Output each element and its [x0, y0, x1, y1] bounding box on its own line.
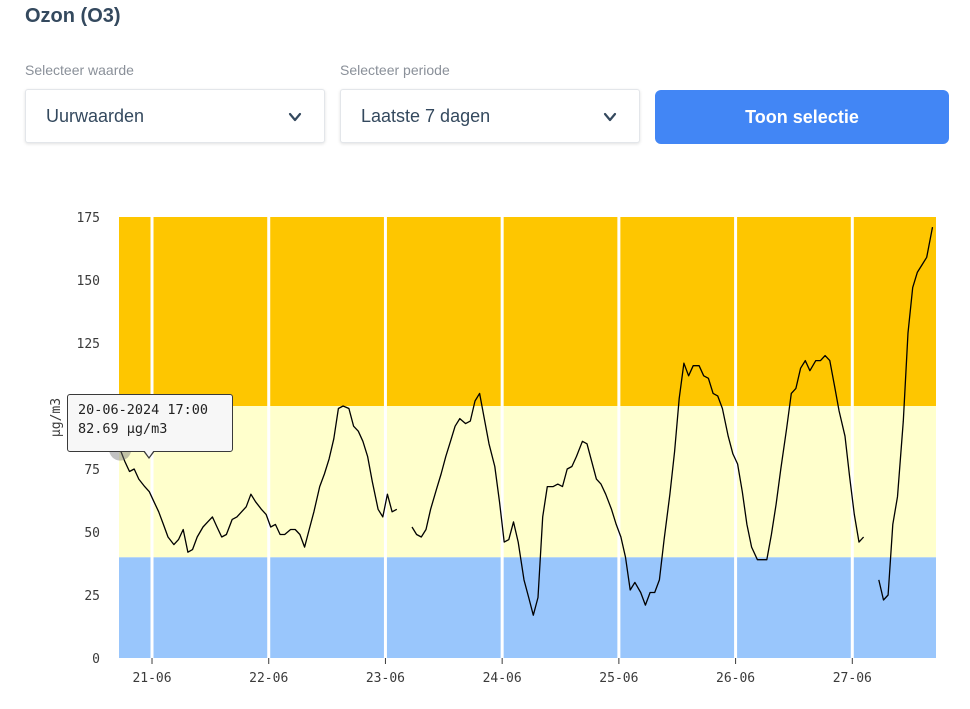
series-line-segment — [119, 405, 398, 553]
value-select[interactable]: Uurwaarden — [25, 89, 325, 143]
band-0 — [119, 557, 936, 658]
y-tick-label: 175 — [77, 211, 100, 226]
x-tick-label: 22-06 — [249, 671, 288, 686]
tooltip-value: 82.69 µg/m3 — [78, 421, 168, 437]
series-lines — [119, 226, 934, 616]
x-tick-label: 24-06 — [483, 671, 522, 686]
y-tick-label: 0 — [92, 652, 100, 667]
y-axis-label: µg/m3 — [49, 398, 64, 437]
value-select-label: Selecteer waarde — [25, 62, 134, 78]
value-select-current: Uurwaarden — [46, 106, 145, 126]
band-layer — [119, 217, 936, 658]
y-tick-label: 150 — [77, 274, 100, 289]
show-selection-button[interactable]: Toon selectie — [655, 90, 949, 144]
day-separators — [150, 217, 854, 658]
band-1 — [119, 406, 936, 558]
tooltip-datetime: 20-06-2024 17:00 — [78, 402, 209, 418]
page-title: Ozon (O3) — [25, 5, 121, 27]
x-tick-label: 21-06 — [132, 671, 171, 686]
ozone-line-chart: 0255075100125150175 21-0622-0623-0624-06… — [49, 211, 936, 686]
chevron-down-icon — [288, 112, 302, 122]
x-tick-label: 25-06 — [599, 671, 638, 686]
y-tick-label: 125 — [77, 337, 100, 352]
series-line-segment — [411, 354, 865, 616]
x-tick-label: 26-06 — [716, 671, 755, 686]
band-2 — [119, 217, 936, 406]
chevron-down-icon — [603, 112, 617, 122]
x-tick-label: 23-06 — [366, 671, 405, 686]
period-select[interactable]: Laatste 7 dagen — [340, 89, 640, 143]
x-tick-label: 27-06 — [833, 671, 872, 686]
y-tick-label: 75 — [84, 463, 100, 478]
series-line-segment — [878, 226, 934, 601]
period-select-current: Laatste 7 dagen — [361, 106, 491, 126]
tooltip-arrow-fill — [144, 450, 154, 457]
period-select-label: Selecteer periode — [340, 62, 450, 78]
x-axis-ticks: 21-06 22-06 23-06 24-06 25-06 26-06 27-06 — [132, 658, 872, 686]
y-tick-label: 50 — [84, 526, 100, 541]
chart-tooltip: 20-06-2024 17:00 82.69 µg/m3 — [67, 394, 233, 452]
y-tick-label: 25 — [84, 589, 100, 604]
